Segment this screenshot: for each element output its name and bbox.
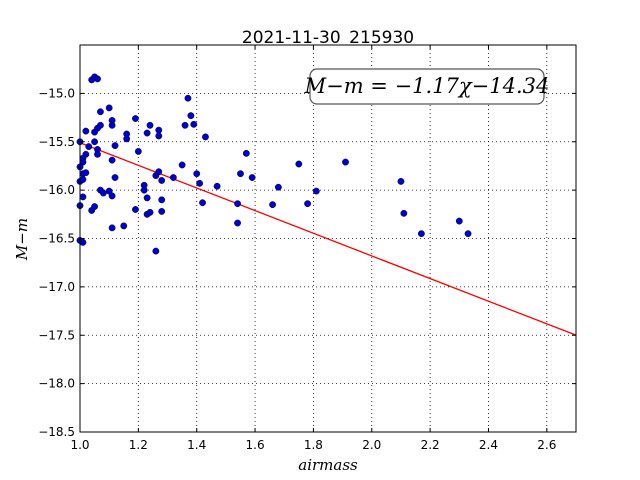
- data-point: [178, 161, 186, 169]
- data-point: [97, 108, 104, 116]
- data-point: [187, 112, 195, 120]
- data-point: [108, 192, 116, 200]
- data-point: [152, 247, 160, 255]
- data-point: [132, 115, 139, 122]
- x-tick-label: 1.2: [129, 438, 148, 452]
- data-point: [108, 156, 116, 164]
- data-point: [397, 178, 405, 185]
- x-tick-label: 2.2: [421, 438, 440, 452]
- fit-line: [79, 142, 577, 336]
- data-point: [158, 208, 166, 215]
- data-point: [234, 219, 241, 227]
- annotation-box: [309, 68, 545, 105]
- data-point: [304, 200, 311, 208]
- data-point: [120, 222, 128, 230]
- x-tick-label: 2.6: [537, 438, 556, 452]
- data-point: [132, 206, 139, 213]
- data-point: [79, 176, 87, 183]
- data-point: [155, 126, 163, 134]
- data-point: [155, 132, 163, 140]
- data-point: [196, 179, 204, 187]
- data-point: [79, 193, 87, 201]
- data-points: [76, 73, 472, 255]
- data-point: [202, 133, 209, 141]
- data-point: [91, 138, 98, 146]
- x-axis-label: airmass: [298, 456, 358, 474]
- data-point: [99, 189, 107, 197]
- y-tick-label: −16.0: [38, 183, 75, 197]
- data-point: [169, 174, 177, 181]
- y-tick-label: −18.0: [38, 377, 75, 391]
- data-point: [91, 128, 98, 136]
- plot-area: [76, 44, 577, 433]
- data-point: [94, 150, 101, 158]
- data-point: [400, 209, 408, 217]
- data-point: [123, 135, 131, 143]
- data-point: [199, 199, 206, 207]
- x-tick-label: 1.0: [70, 438, 89, 452]
- x-tick-label: 1.8: [304, 438, 323, 452]
- data-point: [193, 170, 201, 178]
- data-point: [342, 158, 349, 166]
- fit-annotation: M−m = −1.17χ−14.34: [304, 68, 550, 105]
- x-tick-labels: 1.0 1.2 1.4 1.6 1.8 2.0 2.2 2.4 2.6: [70, 438, 556, 452]
- data-point: [82, 169, 90, 177]
- data-point: [108, 224, 116, 232]
- x-tick-label: 1.6: [246, 438, 265, 452]
- y-tick-labels: −15.0 −15.5 −16.0 −16.5 −17.0 −17.5 −18.0 −18.5: [38, 86, 75, 439]
- data-point: [91, 203, 98, 210]
- data-point: [140, 186, 148, 194]
- data-point: [97, 121, 104, 129]
- data-point: [234, 200, 241, 208]
- data-point: [455, 217, 463, 225]
- data-point: [85, 143, 93, 150]
- y-tick-label: −17.5: [38, 328, 75, 342]
- data-point: [82, 127, 90, 135]
- data-point: [295, 160, 303, 168]
- data-point: [242, 149, 250, 157]
- data-point: [417, 230, 425, 238]
- data-point: [312, 187, 320, 195]
- data-point: [134, 148, 142, 155]
- data-point: [237, 170, 244, 178]
- data-point: [146, 121, 154, 129]
- data-point: [146, 208, 154, 216]
- data-point: [108, 121, 116, 129]
- data-point: [94, 75, 101, 83]
- data-point: [269, 201, 276, 209]
- data-point: [111, 142, 119, 150]
- data-point: [143, 129, 151, 137]
- data-point: [143, 194, 151, 202]
- fit-line-group: [79, 142, 577, 336]
- data-point: [213, 182, 221, 190]
- data-point: [111, 174, 119, 181]
- y-axis-label: M−m: [13, 218, 31, 261]
- annotation-text: M−m = −1.17χ−14.34: [304, 74, 550, 98]
- data-point: [158, 177, 166, 184]
- data-point: [274, 183, 282, 191]
- data-point: [181, 121, 189, 129]
- y-tick-label: −15.0: [38, 86, 75, 100]
- data-point: [105, 104, 113, 112]
- data-point: [464, 230, 472, 238]
- y-tick-label: −17.0: [38, 280, 75, 294]
- data-point: [248, 174, 256, 181]
- data-point: [190, 120, 198, 128]
- axis-ticks: [79, 45, 576, 433]
- x-tick-label: 1.4: [187, 438, 206, 452]
- y-tick-label: −15.5: [38, 135, 75, 149]
- x-tick-label: 2.0: [362, 438, 381, 452]
- chart-title: 2021-11-30_215930: [242, 28, 414, 48]
- data-point: [82, 150, 90, 158]
- y-tick-label: −18.5: [38, 425, 75, 439]
- y-tick-label: −16.5: [38, 232, 75, 246]
- data-point: [184, 94, 192, 102]
- data-point: [155, 168, 163, 176]
- x-tick-label: 2.4: [479, 438, 498, 452]
- data-point: [158, 196, 166, 204]
